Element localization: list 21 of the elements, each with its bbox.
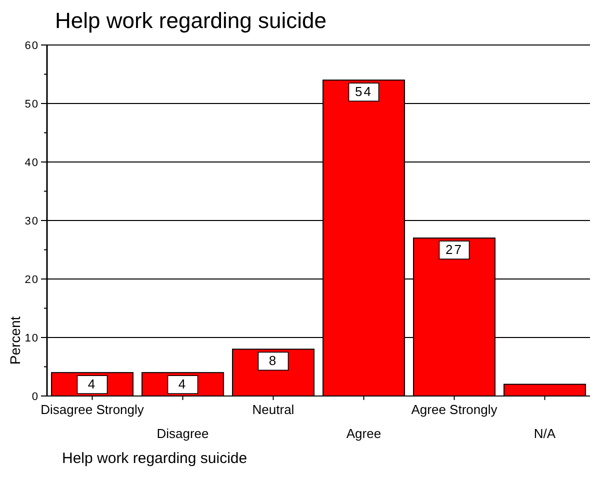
y-tick-label: 10: [24, 332, 39, 344]
x-tick-label: Neutral: [252, 402, 294, 417]
y-tick-label: 20: [24, 274, 39, 286]
y-axis-title: Percent: [7, 316, 23, 365]
data-label: 54: [355, 84, 372, 100]
y-tick-label: 40: [24, 157, 39, 169]
y-tick-label: 60: [24, 40, 39, 52]
x-tick-label: N/A: [534, 426, 556, 441]
x-tick-label: Agree Strongly: [411, 402, 498, 417]
data-label: 27: [446, 242, 463, 258]
x-tick-label: Disagree: [156, 426, 209, 441]
y-tick-label: 30: [24, 216, 39, 228]
y-tick-label: 0: [32, 391, 39, 403]
text: Help work regarding suicide: [62, 450, 248, 467]
chart-title: Help work regarding suicide: [55, 8, 326, 33]
y-tick-label: 50: [24, 98, 39, 110]
x-tick-label: Disagree Strongly: [40, 402, 144, 417]
data-label: 4: [88, 376, 97, 392]
x-tick-label: Agree: [346, 426, 382, 441]
data-label: 8: [268, 353, 278, 368]
data-label: 4: [178, 376, 188, 392]
